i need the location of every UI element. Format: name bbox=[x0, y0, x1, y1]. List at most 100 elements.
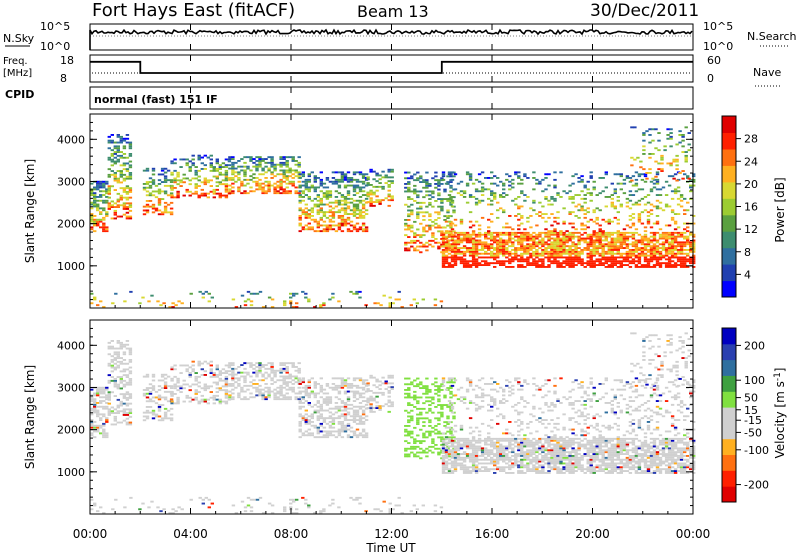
velocity-cell bbox=[337, 415, 342, 418]
power-cell bbox=[453, 249, 458, 251]
power-cell bbox=[173, 177, 177, 180]
power-cell bbox=[669, 135, 673, 138]
power-cell bbox=[462, 235, 467, 238]
power-cell bbox=[294, 169, 298, 172]
power-cell bbox=[471, 252, 476, 255]
power-cell bbox=[613, 173, 617, 176]
power-cell bbox=[316, 194, 320, 196]
velocity-cell bbox=[465, 447, 470, 450]
power-cell bbox=[535, 245, 539, 248]
power-cell bbox=[529, 226, 533, 229]
power-cell bbox=[652, 256, 657, 259]
velocity-cell bbox=[416, 377, 420, 380]
velocity-cell bbox=[387, 395, 391, 398]
velocity-cell bbox=[279, 364, 283, 366]
velocity-cell bbox=[148, 411, 153, 414]
power-cell bbox=[171, 306, 175, 308]
power-cell bbox=[264, 180, 268, 183]
power-cell bbox=[640, 249, 645, 251]
power-cell bbox=[170, 171, 174, 174]
power-cell bbox=[276, 192, 280, 195]
power-cell bbox=[384, 197, 388, 200]
velocity-cell bbox=[352, 413, 357, 416]
power-cell bbox=[307, 215, 311, 217]
power-cell bbox=[496, 209, 500, 212]
power-cell bbox=[625, 264, 630, 266]
power-cell bbox=[212, 175, 216, 178]
velocity-cell bbox=[185, 368, 189, 371]
velocity-cell bbox=[157, 385, 162, 388]
power-cell bbox=[640, 197, 645, 200]
power-cell bbox=[556, 192, 560, 195]
power-cell bbox=[568, 256, 572, 259]
power-cell bbox=[493, 256, 497, 259]
noise-sky-line bbox=[89, 28, 693, 50]
power-cell bbox=[535, 249, 539, 251]
velocity-cell bbox=[416, 451, 420, 454]
velocity-cell bbox=[231, 362, 235, 365]
power-cell bbox=[102, 216, 106, 219]
power-cell bbox=[372, 204, 376, 207]
velocity-cell bbox=[221, 372, 226, 374]
velocity-cell bbox=[444, 441, 449, 444]
velocity-cell bbox=[240, 388, 244, 391]
power-cell bbox=[425, 183, 429, 185]
velocity-cell bbox=[340, 400, 345, 402]
velocity-cell bbox=[307, 392, 311, 395]
power-cell bbox=[122, 202, 127, 205]
power-cell bbox=[622, 192, 627, 195]
velocity-cell bbox=[404, 377, 408, 380]
power-cell bbox=[655, 256, 660, 259]
velocity-cell bbox=[446, 406, 450, 408]
power-cell bbox=[169, 192, 174, 195]
velocity-cell bbox=[407, 404, 411, 406]
power-cell bbox=[683, 245, 687, 248]
velocity-cell bbox=[96, 386, 100, 389]
velocity-cell bbox=[304, 390, 308, 393]
power-cell bbox=[571, 260, 575, 263]
power-cell bbox=[689, 247, 693, 249]
power-cell bbox=[595, 231, 599, 234]
velocity-cell bbox=[316, 428, 320, 431]
power-cell bbox=[586, 220, 590, 223]
velocity-cell bbox=[304, 388, 308, 391]
velocity-cell bbox=[298, 415, 302, 418]
power-cell bbox=[358, 199, 363, 202]
velocity-cell bbox=[334, 405, 339, 408]
velocity-cell bbox=[107, 414, 111, 416]
power-cell bbox=[157, 201, 162, 204]
velocity-cell bbox=[231, 371, 235, 374]
velocity-cell bbox=[364, 379, 369, 382]
power-cell bbox=[628, 218, 633, 221]
power-cell bbox=[364, 230, 369, 233]
power-cell bbox=[328, 228, 333, 231]
power-cell bbox=[568, 233, 572, 236]
velocity-cell bbox=[322, 400, 327, 402]
power-cell bbox=[673, 264, 678, 266]
power-cell bbox=[151, 190, 156, 193]
velocity-cell bbox=[355, 405, 360, 408]
power-cell bbox=[387, 199, 391, 202]
velocity-cell bbox=[113, 359, 117, 361]
power-cell bbox=[404, 243, 408, 246]
velocity-cell bbox=[125, 414, 130, 416]
velocity-cell bbox=[428, 434, 432, 437]
power-cell bbox=[358, 211, 363, 214]
power-cell bbox=[349, 213, 354, 215]
velocity-cell bbox=[258, 371, 262, 374]
power-cell bbox=[119, 198, 123, 201]
power-cell bbox=[173, 162, 177, 165]
power-cell bbox=[628, 177, 633, 179]
velocity-cell bbox=[169, 417, 174, 420]
power-cell bbox=[441, 264, 446, 266]
velocity-cell bbox=[218, 389, 222, 392]
velocity-cell bbox=[231, 377, 235, 380]
velocity-cell bbox=[428, 430, 432, 433]
power-cell bbox=[459, 194, 464, 196]
velocity-cell bbox=[372, 397, 376, 400]
power-cell bbox=[490, 220, 494, 223]
power-cell bbox=[610, 220, 614, 223]
velocity-cell bbox=[425, 400, 429, 403]
power-cell bbox=[462, 237, 467, 240]
power-cell bbox=[369, 201, 373, 203]
